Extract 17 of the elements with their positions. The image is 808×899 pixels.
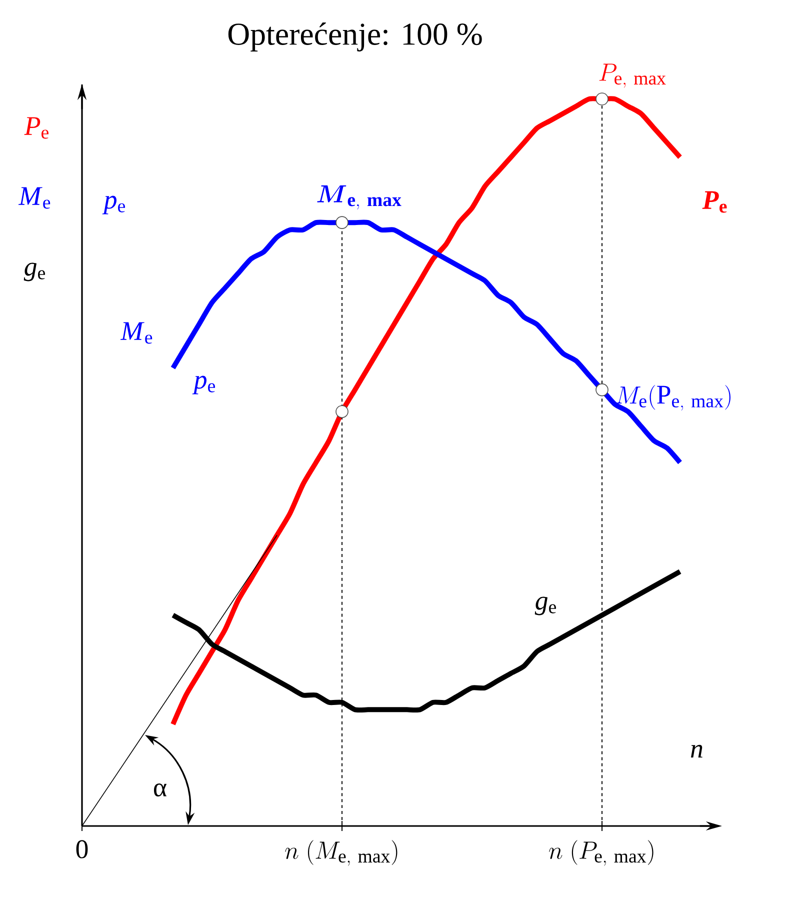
x-axis-title: n — [690, 744, 702, 758]
annotation: α — [154, 784, 166, 796]
series-label: g$_{e}$ — [534, 596, 556, 616]
series-label: M$_{e}$ — [120, 322, 152, 344]
annotation: p$_{e}$ — [102, 196, 125, 214]
text: g$_{e}$ — [24, 262, 45, 282]
annotation: $P_{\mathrm{e,\ max}}$ — [599, 64, 666, 88]
series-label: P$_{e}$ — [702, 191, 727, 213]
text: M$_{e}$ — [18, 187, 50, 209]
x-tick-label: 0 — [76, 840, 88, 858]
annotation: $\boldsymbol{M}_{\mathbf{e,\ max}}$ — [317, 185, 402, 210]
text: P$_{e}$ — [24, 117, 48, 139]
annotation: p$_{e}$ — [192, 376, 215, 394]
x-tick-label: $n\ (M_{\mathrm{e,\ max}})$ — [285, 840, 398, 866]
chart-title: Opterećenje: 100 % — [228, 22, 482, 52]
annotation: $M_{\mathrm{e}}(\mathrm{P}_{\mathrm{e,\ max}})$ — [616, 384, 730, 411]
x-tick-label: $n\ (P_{\mathrm{e,\ max}})$ — [549, 840, 654, 866]
